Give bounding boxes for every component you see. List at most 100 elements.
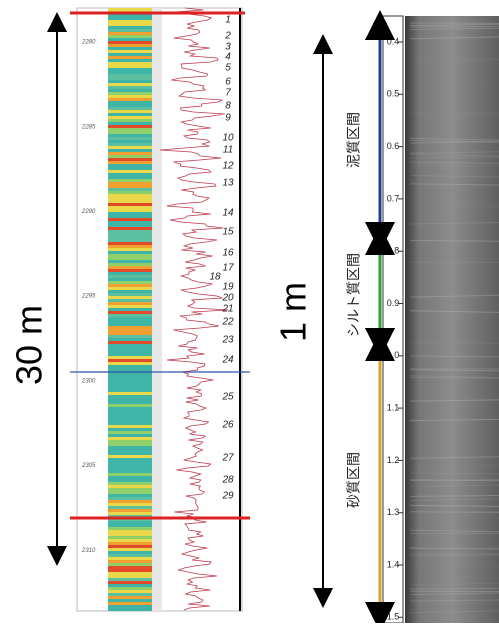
log-stripe (108, 338, 152, 341)
log-stripe (108, 98, 152, 101)
log-stripe (108, 335, 152, 338)
log-stripe (108, 272, 152, 275)
log-stripe (108, 29, 152, 32)
log-stripe (108, 497, 152, 500)
log-stripe (108, 134, 152, 137)
scale-label: 1 m (273, 282, 314, 342)
log-stripe (108, 407, 152, 410)
depth-label: 2295 (81, 294, 96, 300)
log-stripe (108, 239, 152, 242)
log-stripe (108, 524, 152, 527)
bed-number: 1 (225, 15, 231, 26)
log-stripe (108, 215, 152, 218)
log-stripe (108, 362, 152, 365)
log-stripe (108, 587, 152, 590)
log-stripe (108, 203, 152, 206)
log-stripe (108, 359, 152, 362)
log-stripe (108, 419, 152, 422)
depth-tick-label: 1.5 (387, 612, 400, 622)
log-stripe (108, 206, 152, 209)
log-stripe (108, 548, 152, 551)
log-stripe (108, 551, 152, 554)
log-stripe (108, 53, 152, 56)
log-stripe (108, 344, 152, 347)
log-stripe (108, 467, 152, 470)
interval-label: シルト質区間 (346, 253, 362, 337)
log-stripe (108, 455, 152, 458)
log-stripe (108, 512, 152, 515)
core-lamina (410, 26, 499, 27)
depth-tick-label: 0.6 (387, 141, 400, 151)
bed-number: 2 (224, 31, 231, 42)
depth-tick-label: 0.9 (387, 298, 400, 308)
log-stripe (108, 266, 152, 269)
log-stripe (108, 485, 152, 488)
log-stripe (108, 41, 152, 44)
bed-number: 21 (221, 304, 233, 315)
log-stripe (108, 464, 152, 467)
log-stripe (108, 290, 152, 293)
bed-number: 8 (225, 101, 231, 112)
depth-tick-label: 1.1 (387, 402, 400, 412)
log-stripe (108, 572, 152, 575)
log-stripe (108, 161, 152, 164)
log-stripe (108, 437, 152, 440)
log-stripe (108, 56, 152, 59)
log-stripe (108, 440, 152, 443)
log-stripe (108, 569, 152, 572)
log-stripe (108, 230, 152, 233)
log-stripe (108, 38, 152, 41)
bed-number: 29 (221, 491, 234, 502)
log-track (152, 8, 162, 611)
log-stripe (108, 368, 152, 371)
log-stripe (108, 245, 152, 248)
bed-number: 20 (221, 293, 234, 304)
bed-number: 4 (225, 52, 231, 63)
log-stripe (108, 593, 152, 596)
log-stripe (108, 422, 152, 425)
bed-number: 23 (221, 335, 234, 346)
log-stripe (108, 446, 152, 449)
depth-tick-label: 1.2 (387, 455, 400, 465)
bed-number: 9 (225, 113, 231, 124)
log-stripe (108, 101, 152, 104)
log-stripe (108, 254, 152, 257)
log-stripe (108, 170, 152, 173)
log-stripe (108, 167, 152, 170)
log-stripe (108, 488, 152, 491)
log-stripe (108, 164, 152, 167)
log-stripe (108, 329, 152, 332)
log-stripe (108, 293, 152, 296)
log-stripe (108, 116, 152, 119)
bed-number: 12 (222, 161, 234, 172)
log-stripe (108, 596, 152, 599)
log-stripe (108, 125, 152, 128)
log-stripe (108, 428, 152, 431)
depth-tick-label: 0.8 (387, 246, 400, 256)
log-stripe (108, 554, 152, 557)
depth-tick-label: 0.4 (387, 36, 400, 46)
log-stripe (108, 377, 152, 380)
log-stripe (108, 227, 152, 230)
core: 0.40.50.60.70.80.91.01.11.21.31.41.5泥質区間… (346, 16, 499, 623)
log-stripe (108, 443, 152, 446)
bed-number: 26 (221, 420, 234, 431)
log-stripe (108, 113, 152, 116)
log-stripe (108, 158, 152, 161)
log-stripe (108, 527, 152, 530)
depth-label: 2305 (81, 463, 96, 469)
log-stripe (108, 212, 152, 215)
log-stripe (108, 137, 152, 140)
log-stripe (108, 416, 152, 419)
bed-number: 10 (222, 133, 234, 144)
log-stripe (108, 413, 152, 416)
log-stripe (108, 65, 152, 68)
log-stripe (108, 314, 152, 317)
log-stripe (108, 269, 152, 272)
log-stripe (108, 350, 152, 353)
log-stripe (108, 365, 152, 368)
log-stripe (108, 539, 152, 542)
log-stripe (108, 473, 152, 476)
depth-tick-label: 0.5 (387, 89, 400, 99)
log-stripe (108, 425, 152, 428)
